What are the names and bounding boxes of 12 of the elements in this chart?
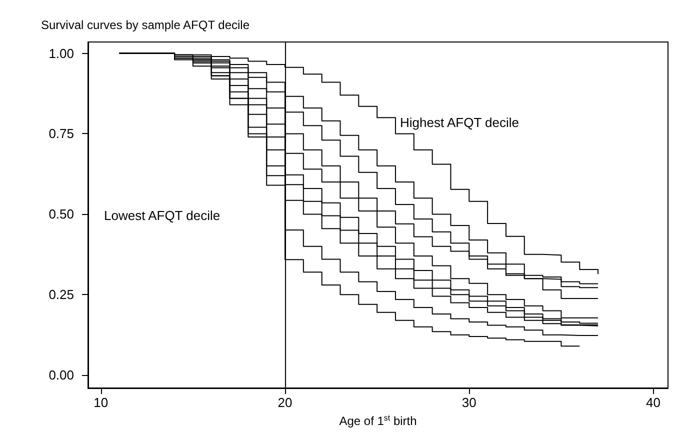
y-tick-label: 1.00 <box>48 46 74 61</box>
y-tick-label: 0.00 <box>48 368 74 383</box>
y-tick-label: 0.50 <box>48 206 74 222</box>
x-tick-label: 30 <box>462 395 476 410</box>
y-tick-label: 0.75 <box>48 126 74 142</box>
x-tick-label: 20 <box>278 395 292 410</box>
annotation: Highest AFQT decile <box>400 115 519 130</box>
annotation: Lowest AFQT decile <box>104 208 220 223</box>
x-tick-label: 10 <box>94 395 108 410</box>
chart-title: Survival curves by sample AFQT decile <box>41 18 250 32</box>
x-tick-label: 40 <box>646 395 661 410</box>
y-tick-label: 0.25 <box>48 287 74 302</box>
